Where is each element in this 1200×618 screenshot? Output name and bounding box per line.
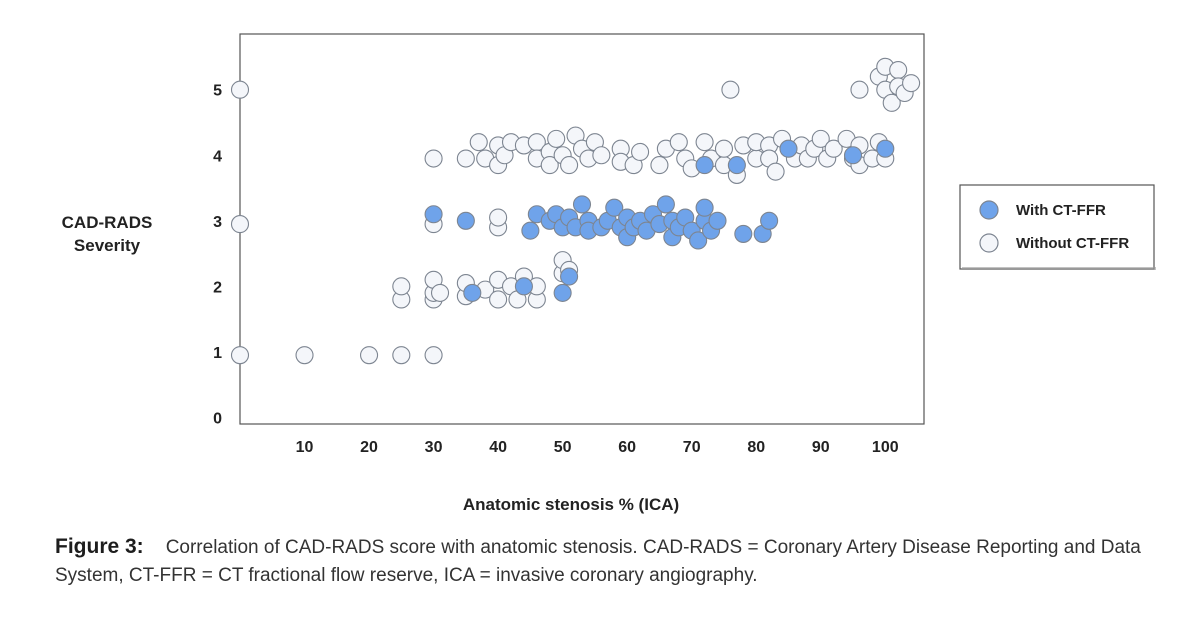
point-with-ct-ffr-40 <box>735 225 752 242</box>
point-with-ct-ffr-11 <box>561 268 578 285</box>
point-without-ct-ffr-42 <box>548 130 565 147</box>
y-tick-label-0: 0 <box>213 410 222 427</box>
scatter-chart: 10 20 30 40 50 60 70 80 90 100 0 1 2 3 4 5 Anatomic st… <box>0 0 1200 530</box>
x-tick-label-100: 100 <box>872 439 899 456</box>
point-without-ct-ffr-31 <box>470 134 487 151</box>
point-with-ct-ffr-8 <box>554 284 571 301</box>
point-with-ct-ffr-3 <box>515 278 532 295</box>
x-tick-label-90: 90 <box>812 439 830 456</box>
point-with-ct-ffr-1 <box>457 212 474 229</box>
y-tick-label-5: 5 <box>213 83 222 100</box>
legend-label-with-ct-ffr: With CT-FFR <box>1016 202 1106 219</box>
x-tick-label-70: 70 <box>683 439 701 456</box>
y-tick-labels: 0 1 2 3 4 5 <box>213 83 222 428</box>
point-with-ct-ffr-2 <box>464 284 481 301</box>
point-without-ct-ffr-6 <box>425 347 442 364</box>
point-without-ct-ffr-2 <box>232 347 249 364</box>
y-tick-label-2: 2 <box>213 279 222 296</box>
y-axis-title-line-1: CAD-RADS <box>62 213 153 232</box>
y-tick-label-1: 1 <box>213 345 222 362</box>
x-tick-label-30: 30 <box>425 439 443 456</box>
point-without-ct-ffr-49 <box>593 147 610 164</box>
figure-caption: Figure 3: Correlation of CAD-RADS score w… <box>55 533 1165 590</box>
point-without-ct-ffr-29 <box>490 209 507 226</box>
point-without-ct-ffr-54 <box>651 157 668 174</box>
point-without-ct-ffr-56 <box>670 134 687 151</box>
x-tick-label-60: 60 <box>618 439 636 456</box>
point-without-ct-ffr-0 <box>232 81 249 98</box>
caption-label: Figure 3: <box>55 535 144 558</box>
point-with-ct-ffr-42 <box>761 212 778 229</box>
y-axis-title-line-2: Severity <box>74 236 141 255</box>
point-without-ct-ffr-70 <box>767 163 784 180</box>
point-without-ct-ffr-5 <box>393 347 410 364</box>
point-without-ct-ffr-27 <box>425 150 442 167</box>
point-without-ct-ffr-1 <box>232 216 249 233</box>
point-without-ct-ffr-91 <box>890 62 907 79</box>
x-tick-label-50: 50 <box>554 439 572 456</box>
legend-marker-without-ct-ffr <box>980 234 998 252</box>
point-with-ct-ffr-37 <box>709 212 726 229</box>
point-with-ct-ffr-43 <box>780 140 797 157</box>
point-with-ct-ffr-35 <box>696 199 713 216</box>
point-with-ct-ffr-27 <box>657 196 674 213</box>
legend: With CT-FFR Without CT-FFR <box>960 185 1156 270</box>
x-tick-labels: 10 20 30 40 50 60 70 80 90 100 <box>296 439 899 456</box>
caption-text: Correlation of CAD-RADS score with anato… <box>55 537 1141 586</box>
point-with-ct-ffr-38 <box>696 157 713 174</box>
x-tick-label-20: 20 <box>360 439 378 456</box>
point-with-ct-ffr-13 <box>574 196 591 213</box>
x-tick-label-40: 40 <box>489 439 507 456</box>
point-without-ct-ffr-63 <box>722 81 739 98</box>
point-without-ct-ffr-44 <box>561 157 578 174</box>
point-without-ct-ffr-30 <box>457 150 474 167</box>
legend-shadow <box>962 267 1156 270</box>
y-tick-label-3: 3 <box>213 214 222 231</box>
legend-box <box>960 185 1154 269</box>
x-tick-label-10: 10 <box>296 439 314 456</box>
x-tick-label-80: 80 <box>747 439 765 456</box>
point-without-ct-ffr-4 <box>361 347 378 364</box>
point-with-ct-ffr-39 <box>728 157 745 174</box>
point-without-ct-ffr-94 <box>903 75 920 92</box>
legend-marker-with-ct-ffr <box>980 201 998 219</box>
point-with-ct-ffr-0 <box>425 206 442 223</box>
legend-label-without-ct-ffr: Without CT-FFR <box>1016 235 1129 252</box>
y-tick-label-4: 4 <box>213 148 222 165</box>
point-without-ct-ffr-3 <box>296 347 313 364</box>
point-without-ct-ffr-53 <box>632 143 649 160</box>
point-without-ct-ffr-12 <box>432 284 449 301</box>
x-axis-title: Anatomic stenosis % (ICA) <box>463 495 679 514</box>
point-with-ct-ffr-45 <box>877 140 894 157</box>
point-without-ct-ffr-83 <box>851 81 868 98</box>
point-with-ct-ffr-44 <box>845 147 862 164</box>
point-without-ct-ffr-59 <box>696 134 713 151</box>
point-without-ct-ffr-62 <box>715 140 732 157</box>
point-without-ct-ffr-8 <box>393 278 410 295</box>
point-without-ct-ffr-16 <box>490 291 507 308</box>
point-with-ct-ffr-4 <box>522 222 539 239</box>
